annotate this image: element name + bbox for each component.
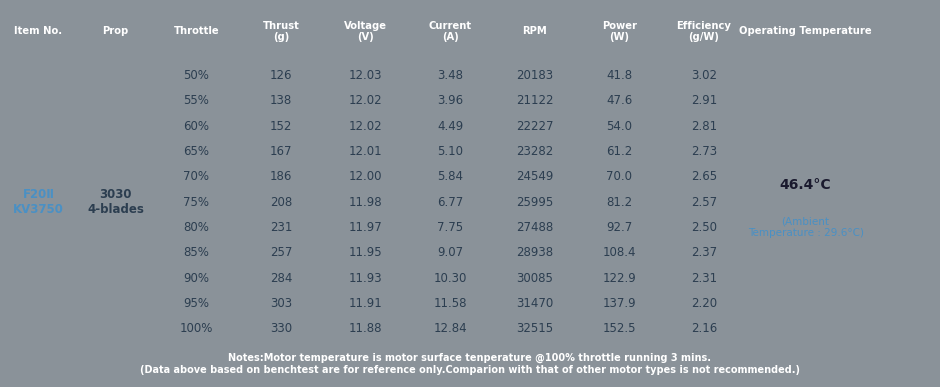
Text: 284: 284	[270, 272, 292, 284]
Text: Operating Temperature: Operating Temperature	[739, 26, 872, 36]
Text: Current
(A): Current (A)	[429, 21, 472, 42]
Text: 32515: 32515	[516, 322, 554, 335]
Text: 27488: 27488	[516, 221, 554, 234]
Text: 12.02: 12.02	[349, 94, 383, 107]
Text: 25995: 25995	[516, 195, 554, 209]
Text: Voltage
(V): Voltage (V)	[344, 21, 387, 42]
Text: 6.77: 6.77	[437, 195, 463, 209]
Text: 152.5: 152.5	[603, 322, 636, 335]
Text: Efficiency
(g/W): Efficiency (g/W)	[677, 21, 731, 42]
Text: 138: 138	[270, 94, 292, 107]
Text: 47.6: 47.6	[606, 94, 633, 107]
Text: 81.2: 81.2	[606, 195, 633, 209]
Text: 122.9: 122.9	[603, 272, 636, 284]
Text: 186: 186	[270, 170, 292, 183]
Text: 46.4°C: 46.4°C	[780, 178, 831, 192]
Text: 5.10: 5.10	[437, 145, 463, 158]
Text: 11.93: 11.93	[349, 272, 383, 284]
Text: 70%: 70%	[183, 170, 210, 183]
Text: 330: 330	[270, 322, 292, 335]
Text: 12.00: 12.00	[349, 170, 383, 183]
Text: 152: 152	[270, 120, 292, 132]
Text: 21122: 21122	[516, 94, 554, 107]
Text: 65%: 65%	[183, 145, 210, 158]
Text: 54.0: 54.0	[606, 120, 633, 132]
Text: (Ambient
Temperature : 29.6°C): (Ambient Temperature : 29.6°C)	[747, 216, 864, 238]
Text: 11.58: 11.58	[433, 297, 467, 310]
Text: Notes:Motor temperature is motor surface tenperature @100% throttle running 3 mi: Notes:Motor temperature is motor surface…	[140, 353, 800, 375]
Text: F20Ⅱ
KV3750: F20Ⅱ KV3750	[13, 188, 64, 216]
Text: 2.16: 2.16	[691, 322, 717, 335]
Text: 28938: 28938	[516, 246, 554, 259]
Text: 70.0: 70.0	[606, 170, 633, 183]
Text: 167: 167	[270, 145, 292, 158]
Text: 12.02: 12.02	[349, 120, 383, 132]
Text: 23282: 23282	[516, 145, 554, 158]
Text: 3.02: 3.02	[691, 69, 717, 82]
Text: 7.75: 7.75	[437, 221, 463, 234]
Text: 2.57: 2.57	[691, 195, 717, 209]
Text: 60%: 60%	[183, 120, 210, 132]
Text: 108.4: 108.4	[603, 246, 636, 259]
Text: 11.88: 11.88	[349, 322, 383, 335]
Text: 11.91: 11.91	[349, 297, 383, 310]
Text: 126: 126	[270, 69, 292, 82]
Text: 22227: 22227	[516, 120, 554, 132]
Text: 2.50: 2.50	[691, 221, 717, 234]
Text: 24549: 24549	[516, 170, 554, 183]
Text: 4.49: 4.49	[437, 120, 463, 132]
Text: 90%: 90%	[183, 272, 210, 284]
Text: 50%: 50%	[183, 69, 210, 82]
Text: 95%: 95%	[183, 297, 210, 310]
Text: 2.81: 2.81	[691, 120, 717, 132]
Text: 10.30: 10.30	[433, 272, 467, 284]
Text: 92.7: 92.7	[606, 221, 633, 234]
Text: 208: 208	[270, 195, 292, 209]
Text: 31470: 31470	[516, 297, 554, 310]
Text: 12.01: 12.01	[349, 145, 383, 158]
Text: 55%: 55%	[183, 94, 210, 107]
Text: 61.2: 61.2	[606, 145, 633, 158]
Text: 231: 231	[270, 221, 292, 234]
Text: 3.96: 3.96	[437, 94, 463, 107]
Text: 2.91: 2.91	[691, 94, 717, 107]
Text: 2.37: 2.37	[691, 246, 717, 259]
Text: Prop: Prop	[102, 26, 129, 36]
Text: 11.97: 11.97	[349, 221, 383, 234]
Text: 2.31: 2.31	[691, 272, 717, 284]
Text: 11.95: 11.95	[349, 246, 383, 259]
Text: 9.07: 9.07	[437, 246, 463, 259]
Text: 30085: 30085	[516, 272, 554, 284]
Text: Thrust
(g): Thrust (g)	[262, 21, 300, 42]
Text: 2.65: 2.65	[691, 170, 717, 183]
Text: 137.9: 137.9	[603, 297, 636, 310]
Text: Item No.: Item No.	[14, 26, 63, 36]
Text: 3030
4-blades: 3030 4-blades	[87, 188, 144, 216]
Text: 11.98: 11.98	[349, 195, 383, 209]
Text: 75%: 75%	[183, 195, 210, 209]
Text: 257: 257	[270, 246, 292, 259]
Text: 303: 303	[270, 297, 292, 310]
Text: 85%: 85%	[183, 246, 210, 259]
Text: Throttle: Throttle	[174, 26, 219, 36]
Text: 5.84: 5.84	[437, 170, 463, 183]
Text: 12.03: 12.03	[349, 69, 383, 82]
Text: 3.48: 3.48	[437, 69, 463, 82]
Text: 41.8: 41.8	[606, 69, 633, 82]
Text: 80%: 80%	[183, 221, 210, 234]
Text: 2.73: 2.73	[691, 145, 717, 158]
Text: 2.20: 2.20	[691, 297, 717, 310]
Text: 100%: 100%	[180, 322, 213, 335]
Text: 20183: 20183	[516, 69, 554, 82]
Text: RPM: RPM	[523, 26, 547, 36]
Text: Power
(W): Power (W)	[602, 21, 637, 42]
Text: 12.84: 12.84	[433, 322, 467, 335]
